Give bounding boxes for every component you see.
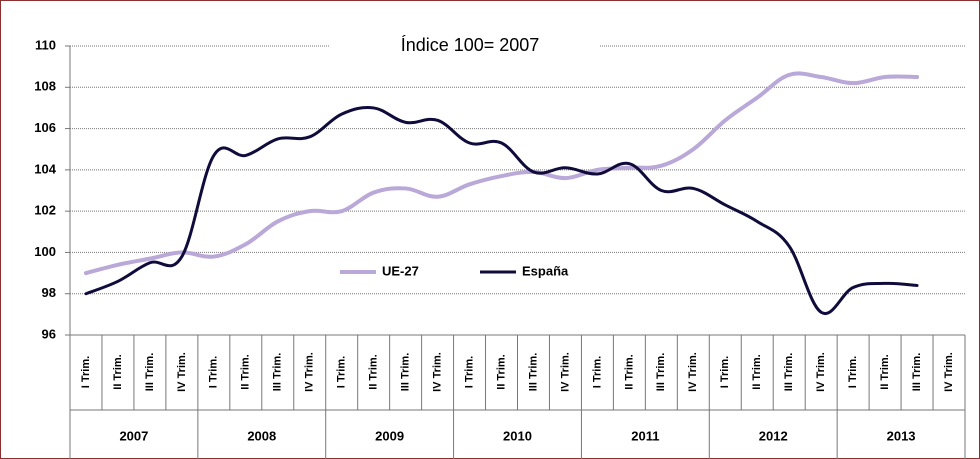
x-tick-label: II Trim. (623, 354, 635, 389)
y-tick-label: 104 (34, 161, 56, 176)
year-label: 2013 (887, 428, 916, 443)
x-tick-label: II Trim. (751, 354, 763, 389)
x-tick-label: II Trim. (240, 354, 252, 389)
year-label: 2009 (375, 428, 404, 443)
x-tick-label: IV Trim. (304, 352, 316, 392)
x-tick-label: I Trim. (336, 356, 348, 388)
y-tick-label: 96 (42, 326, 56, 341)
y-tick-label: 108 (34, 79, 56, 94)
x-tick-label: III Trim. (527, 353, 539, 392)
x-tick-label: IV Trim. (687, 352, 699, 392)
x-tick-label: I Trim. (719, 356, 731, 388)
x-tick-label: III Trim. (783, 353, 795, 392)
year-label: 2011 (631, 428, 659, 443)
x-tick-label: III Trim. (144, 353, 156, 392)
legend-label: España (522, 263, 569, 278)
series-line (83, 71, 920, 276)
x-tick-label: II Trim. (879, 354, 891, 389)
x-tick-label: I Trim. (208, 356, 220, 388)
x-tick-label: I Trim. (847, 356, 859, 388)
y-tick-label: 102 (34, 203, 56, 218)
x-tick-label: II Trim. (112, 354, 124, 389)
x-tick-label: I Trim. (80, 356, 92, 388)
x-tick-label: I Trim. (463, 356, 475, 388)
legend-label: UE-27 (382, 263, 419, 278)
x-tick-label: IV Trim. (176, 352, 188, 392)
x-tick-label: III Trim. (400, 353, 412, 392)
x-tick-label: IV Trim. (559, 352, 571, 392)
y-tick-label: 98 (42, 285, 56, 300)
title-bg (330, 28, 600, 64)
x-tick-label: II Trim. (495, 354, 507, 389)
chart-title: Índice 100= 2007 (401, 35, 540, 55)
x-tick-label: III Trim. (911, 353, 923, 392)
series-line (84, 106, 919, 316)
year-label: 2008 (247, 428, 276, 443)
x-tick-label: II Trim. (368, 354, 380, 389)
x-tick-label: III Trim. (272, 353, 284, 392)
x-tick-label: III Trim. (655, 353, 667, 392)
y-tick-label: 110 (35, 37, 56, 52)
y-tick-label: 100 (34, 244, 56, 259)
year-label: 2010 (503, 428, 532, 443)
x-tick-label: IV Trim. (943, 352, 955, 392)
x-tick-label: IV Trim. (815, 352, 827, 392)
x-tick-label: IV Trim. (431, 352, 443, 392)
x-tick-label: I Trim. (591, 356, 603, 388)
year-label: 2007 (119, 428, 148, 443)
y-tick-label: 106 (34, 120, 56, 135)
year-label: 2012 (759, 428, 788, 443)
